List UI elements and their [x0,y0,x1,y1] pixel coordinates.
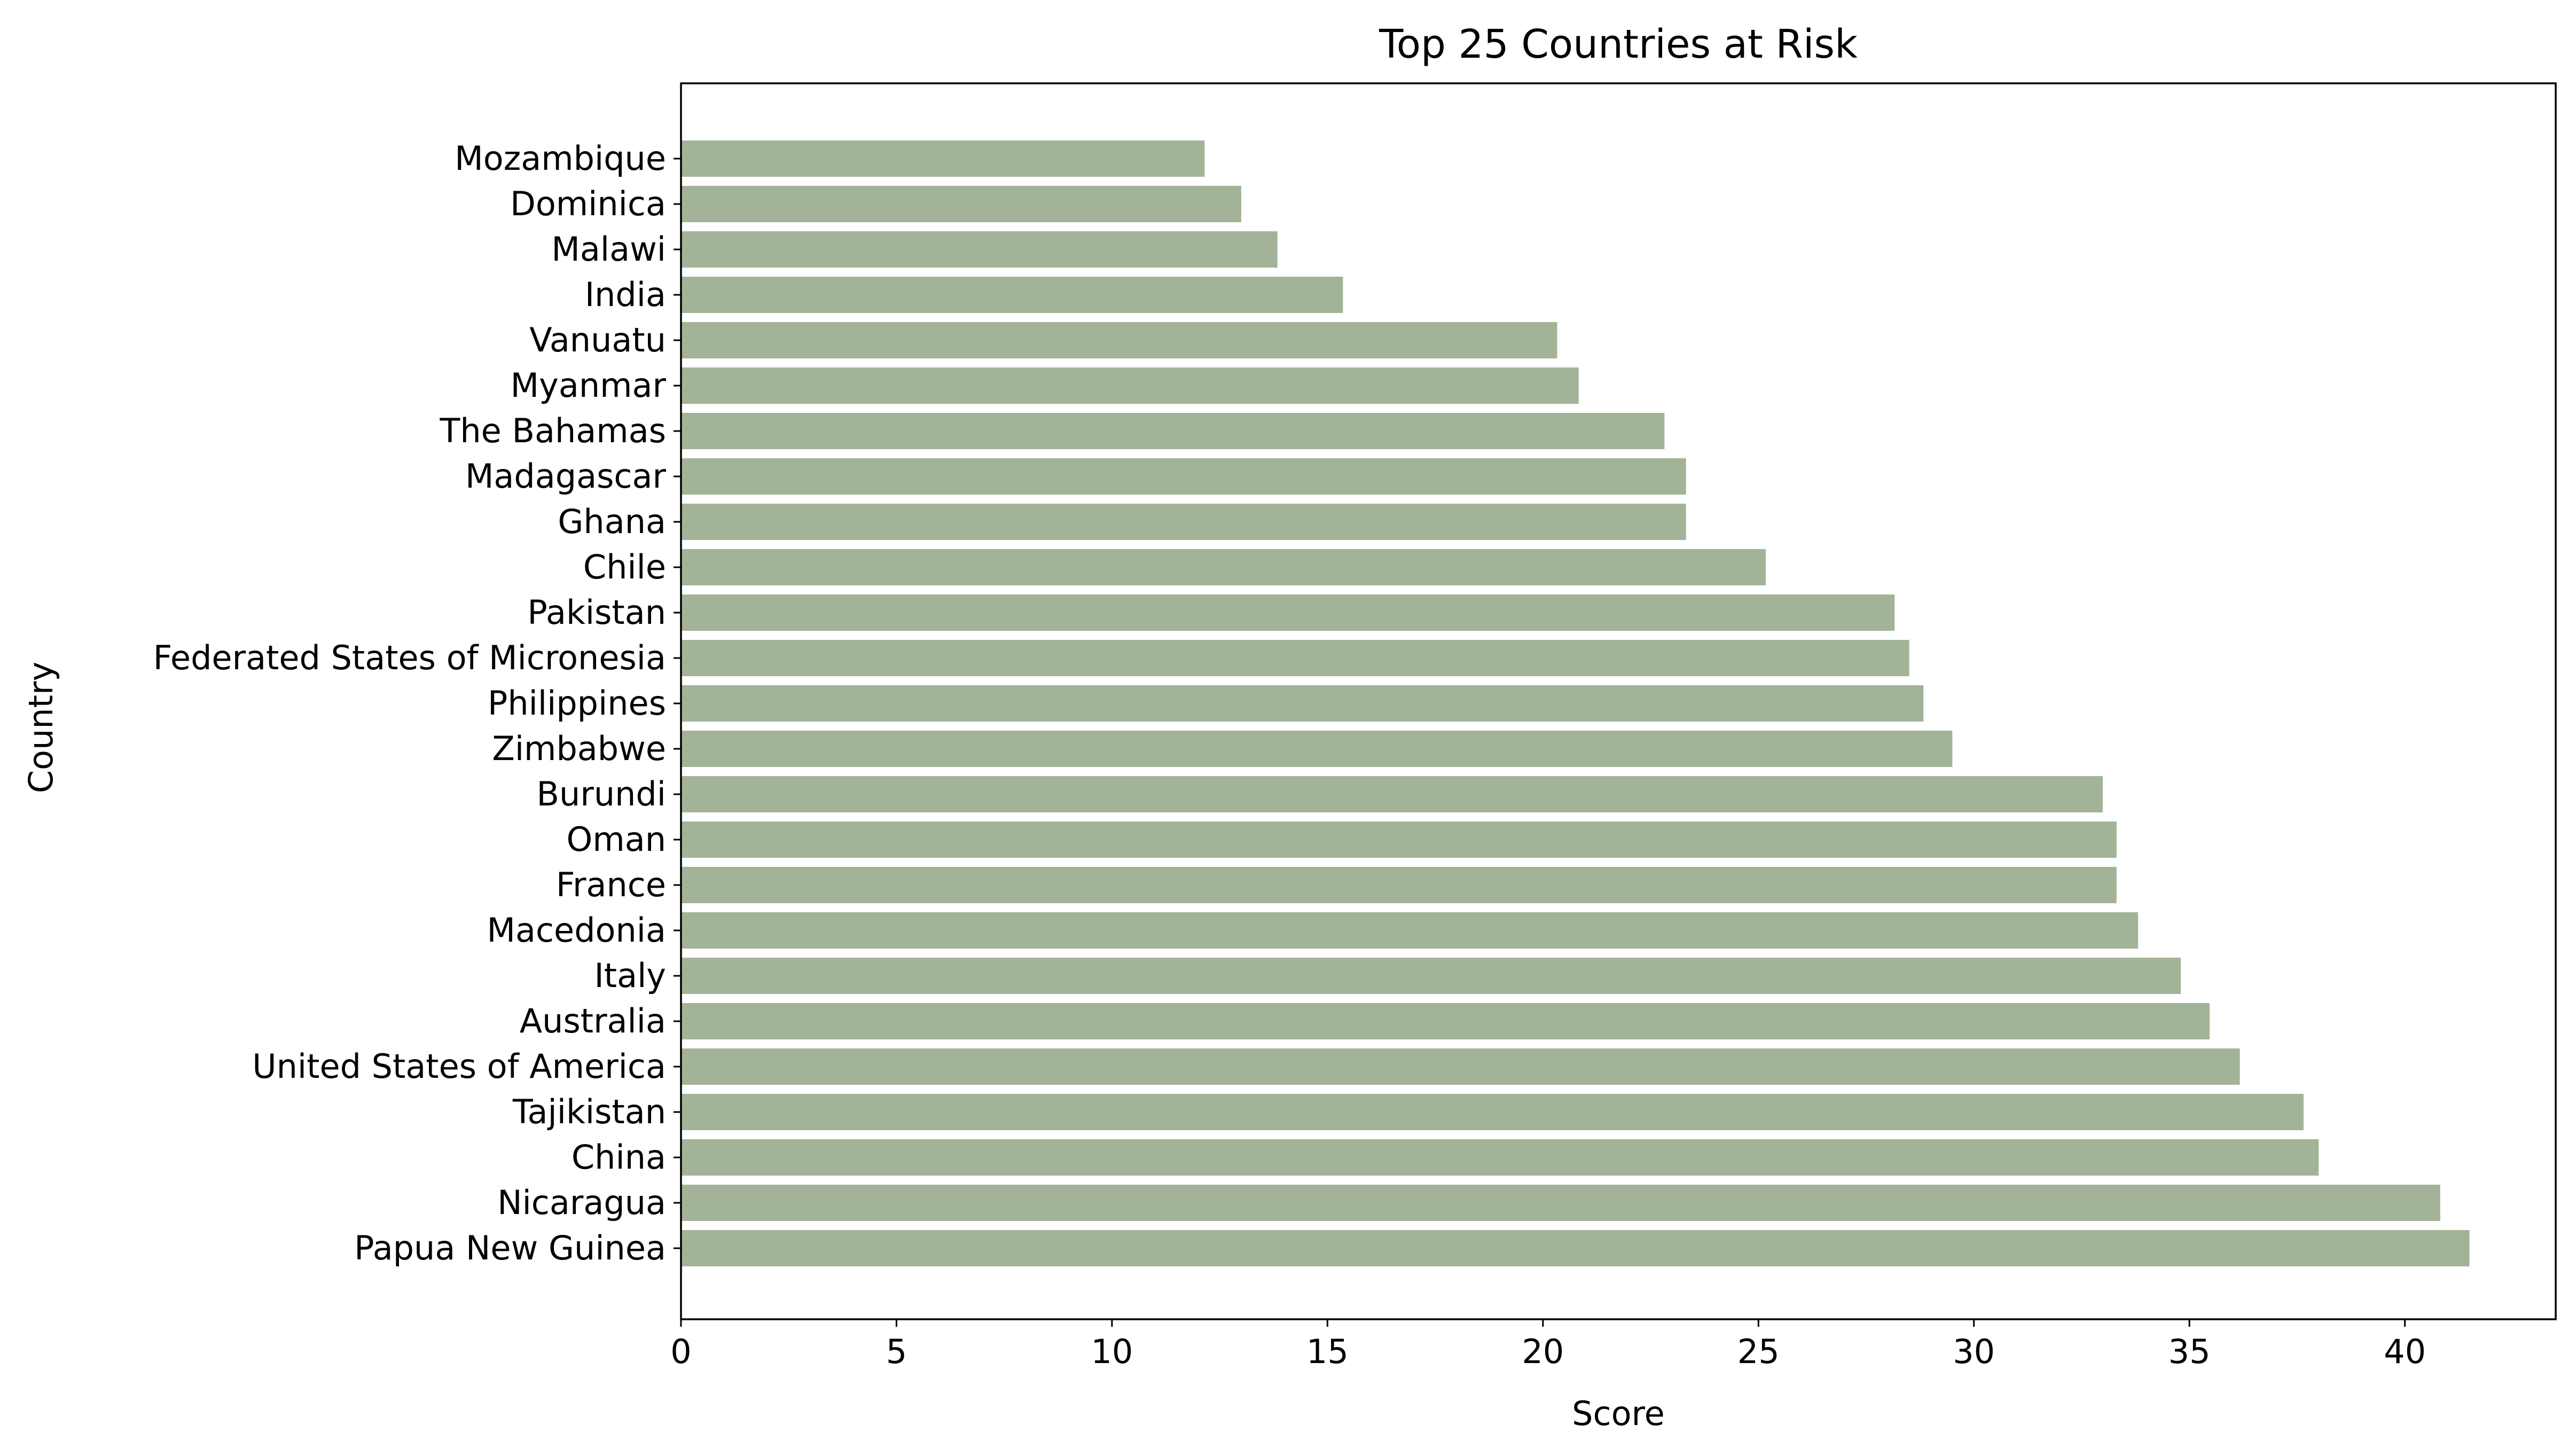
x-ticks-group: 0 5 10 15 20 25 30 35 40 [670,1319,2426,1371]
y-axis-label: Country [21,662,60,793]
x-tick-label: 35 [2168,1332,2211,1371]
y-tick-label: United States of America [252,1047,666,1086]
y-tick-label: Vanuatu [529,320,666,359]
bar-tajikistan [681,1094,2304,1130]
y-tick-label: Papua New Guinea [354,1228,666,1267]
y-tick-label: Nicaragua [497,1183,666,1222]
bar-zimbabwe [681,731,1953,767]
bar-vanuatu [681,322,1557,358]
y-tick-label: Dominica [510,184,666,223]
bar-burundi [681,776,2103,812]
x-axis-label: Score [1572,1394,1665,1433]
y-tick-label: France [556,865,666,904]
x-tick-label: 20 [1522,1332,1564,1371]
y-tick-label: Australia [520,1001,666,1040]
bar-macedonia [681,912,2139,949]
x-tick-label: 25 [1737,1332,1780,1371]
y-tick-label: Burundi [537,774,667,813]
bar-nicaragua [681,1185,2440,1221]
bar-malawi [681,231,1278,268]
y-tick-label: Macedonia [487,911,666,950]
y-tick-label: Madagascar [465,457,667,496]
x-tick-label: 15 [1306,1332,1349,1371]
y-tick-label: Tajikistan [512,1092,666,1131]
bar-chile [681,549,1766,585]
bar-the-bahamas [681,413,1665,449]
bar-myanmar [681,367,1579,404]
x-tick-label: 40 [2384,1332,2426,1371]
bar-papua-new-guinea [681,1230,2470,1266]
bar-philippines [681,685,1924,722]
y-tick-label: Pakistan [527,593,666,632]
bar-france [681,867,2117,903]
y-tick-label: Myanmar [511,366,667,405]
bar-italy [681,958,2181,994]
y-tick-label: Oman [567,820,666,859]
y-tick-label: India [585,275,666,314]
y-tick-label: Philippines [488,684,666,723]
bar-united-states-of-america [681,1048,2240,1085]
bar-dominica [681,186,1241,222]
y-tick-label: Federated States of Micronesia [153,638,666,677]
bar-australia [681,1003,2210,1039]
bar-china [681,1139,2319,1176]
x-tick-label: 30 [1953,1332,1995,1371]
y-tick-label: Ghana [558,502,666,541]
y-ticks-group: Mozambique Dominica Malawi India Vanuatu Myan… [153,139,681,1267]
x-tick-label: 10 [1091,1332,1133,1371]
y-tick-label: The Bahamas [439,411,666,450]
y-tick-label: Zimbabwe [492,729,666,768]
x-tick-label: 5 [886,1332,907,1371]
chart-title: Top 25 Countries at Risk [1379,21,1858,67]
y-tick-label: Malawi [551,230,666,269]
bar-oman [681,821,2117,858]
plot-frame [680,82,2557,1320]
bar-mozambique [681,140,1205,177]
bar-pakistan [681,594,1895,631]
bars-group [681,140,2470,1266]
bar-ghana [681,504,1686,540]
bar-federated-states-of-micronesia [681,640,1909,676]
bar-india [681,277,1343,313]
y-tick-label: Italy [594,956,666,995]
y-tick-label: Chile [583,547,666,586]
bar-madagascar [681,458,1686,495]
y-tick-label: Mozambique [455,139,666,178]
y-tick-label: China [571,1138,666,1177]
x-tick-label: 0 [670,1332,691,1371]
